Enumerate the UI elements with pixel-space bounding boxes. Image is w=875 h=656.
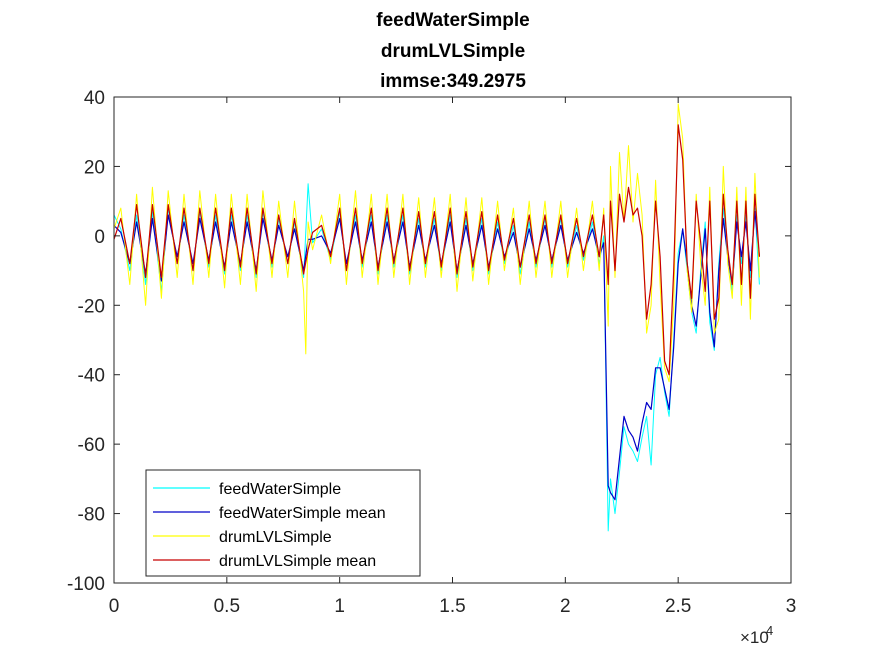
x-exponent-power: 4 — [766, 623, 773, 638]
x-tick-label: 1 — [334, 596, 345, 617]
y-tick-label: 0 — [94, 227, 105, 248]
x-tick-label: 3 — [786, 596, 797, 617]
legend-label-1: feedWaterSimple — [219, 481, 341, 498]
chart-title-line-1: feedWaterSimple — [376, 10, 529, 31]
legend-label-3: drumLVLSimple — [219, 529, 332, 546]
series-layer — [113, 103, 760, 532]
x-tick-label: 1.5 — [439, 596, 465, 617]
x-tick-label: 2 — [560, 596, 571, 617]
series-line-4 — [113, 124, 760, 376]
x-tick-label: 2.5 — [665, 596, 691, 617]
y-tick-label: 40 — [84, 88, 105, 109]
x-exponent-label: ×10 4 — [740, 623, 773, 647]
legend-label-4: drumLVLSimple mean — [219, 553, 376, 570]
y-tick-label: -80 — [78, 505, 105, 526]
x-tick-label: 0.5 — [214, 596, 240, 617]
chart-title-line-2: drumLVLSimple — [381, 41, 525, 62]
chart-title-line-3: immse:349.2975 — [380, 71, 526, 92]
y-tick-label: 20 — [84, 157, 105, 178]
x-tick-label: 0 — [109, 596, 120, 617]
x-exponent-base: ×10 — [740, 628, 769, 647]
y-tick-label: -40 — [78, 366, 105, 387]
y-tick-label: -100 — [67, 574, 105, 595]
legend: feedWaterSimple feedWaterSimple mean drumL… — [145, 469, 421, 577]
ticks-layer: 0 0.5 1 1.5 2 2.5 3 -100 -80 -60 -40 -20 0 20 40 — [67, 88, 796, 617]
y-tick-label: -20 — [78, 296, 105, 317]
y-tick-label: -60 — [78, 435, 105, 456]
legend-label-2: feedWaterSimple mean — [219, 505, 386, 522]
